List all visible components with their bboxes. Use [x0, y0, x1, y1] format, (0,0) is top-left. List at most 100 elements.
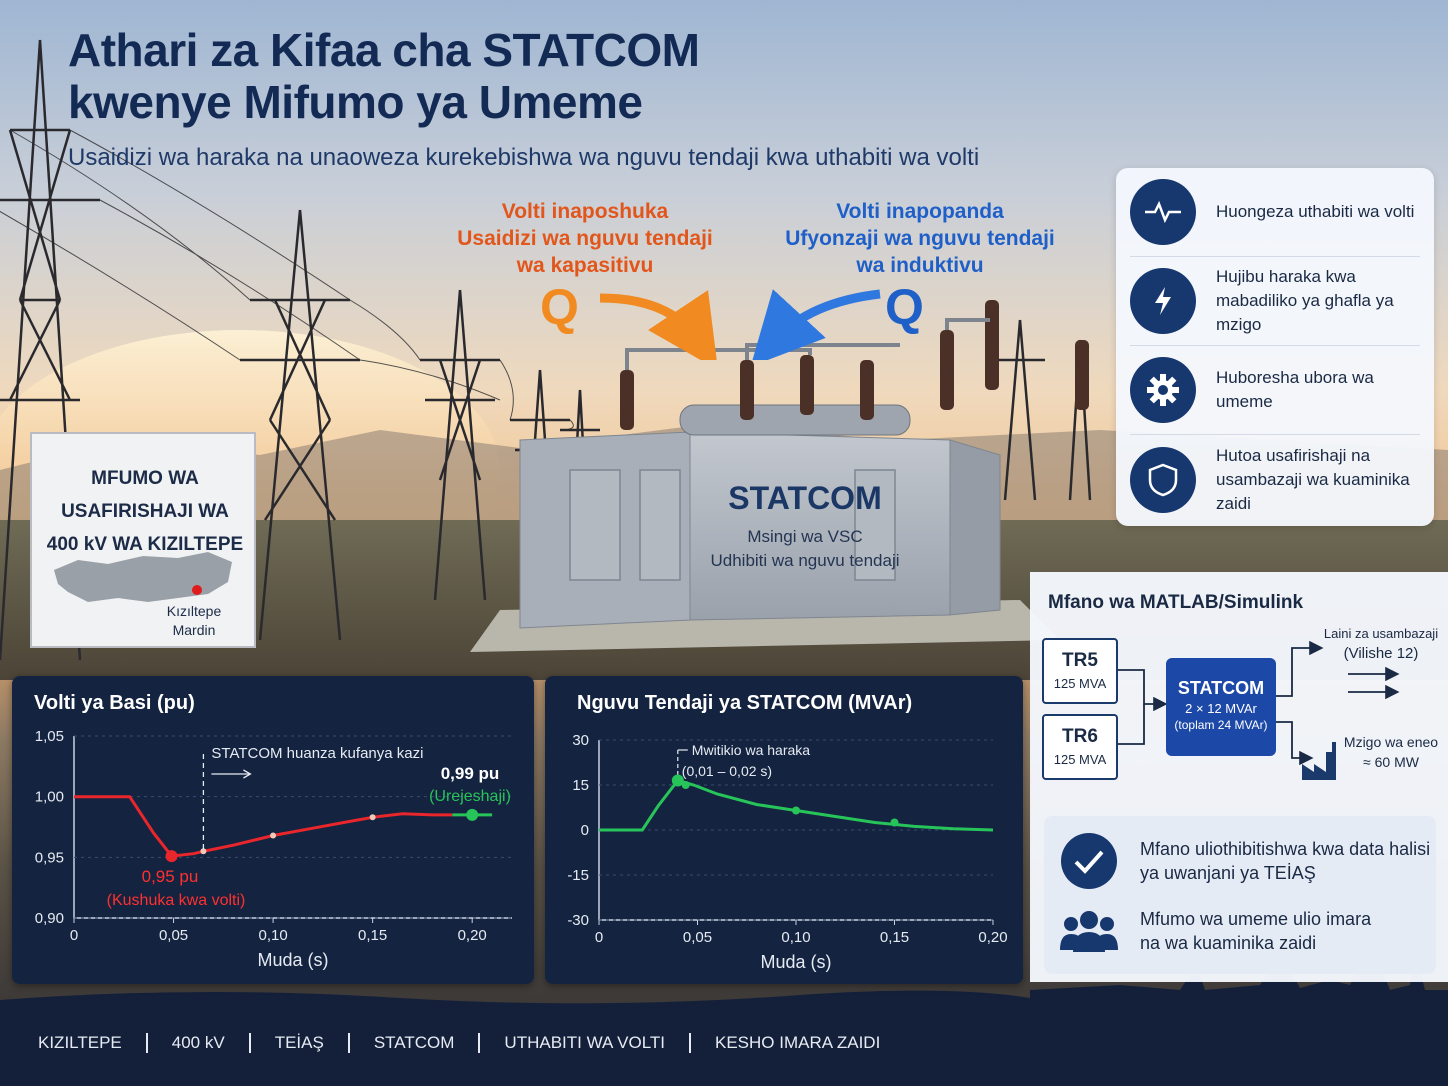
- top-tank: [679, 404, 911, 436]
- x-axis-label: Muda (s): [760, 952, 831, 972]
- y-tick-label: 1,05: [35, 728, 64, 745]
- data-point: [165, 850, 178, 863]
- recovery-note-label: (Urejeshaji): [429, 788, 511, 805]
- statcom-block-total: (toplam 24 MVAr): [1174, 718, 1268, 732]
- statcom-name: STATCOM: [728, 480, 882, 516]
- load-label: Mzigo wa eneo ≈ 60 MW: [1336, 732, 1446, 772]
- statcom-control: Udhibiti wa nguvu tendaji: [710, 551, 900, 570]
- page-subtitle: Usaidizi wa haraka na unaoweza kurekebis…: [68, 144, 980, 171]
- data-point: [369, 814, 376, 821]
- x-tick-label: 0,05: [159, 927, 188, 944]
- footer-separator: [478, 1033, 481, 1053]
- validation-2-line-2: na wa kuaminika zaidi: [1140, 933, 1317, 953]
- cabinet-vents: [569, 469, 896, 581]
- data-point: [681, 781, 690, 789]
- benefits-panel: Huongeza uthabiti wa volti Hujibu haraka…: [1116, 168, 1434, 526]
- matlab-title: Mfano wa MATLAB/Simulink: [1048, 592, 1304, 613]
- tr5-rating: 125 MVA: [1053, 676, 1107, 691]
- x-tick-label: 0: [595, 929, 603, 946]
- chart-title: Volti ya Basi (pu): [34, 692, 195, 714]
- feeder-label: Laini za usambazaji (Vilishe 12): [1316, 624, 1446, 664]
- tr6-name: TR6: [1062, 726, 1098, 747]
- sign-place-1: Kızıltepe: [166, 603, 222, 619]
- benefit-text-line-1: Hutoa usafirishaji na: [1216, 445, 1371, 465]
- min-note-label: (Kushuka kwa volti): [107, 892, 246, 909]
- footer-item: KESHO IMARA ZAIDI: [715, 1033, 881, 1052]
- inductive-callout: Volti inapopanda Ufyonzaji wa nguvu tend…: [760, 198, 1080, 279]
- footer-bar: KIZILTEPE 400 kV TEİAŞ STATCOM UTHABITI …: [0, 1005, 1448, 1086]
- location-sign: MFUMO WA USAFIRISHAJI WA 400 kV WA KIZIL…: [30, 432, 256, 648]
- validation-text: Mfano uliothibitishwa kwa data halisi ya…: [1140, 837, 1430, 885]
- callout-arrows: [599, 289, 881, 360]
- tr6-box: TR6 125 MVA: [1042, 714, 1118, 780]
- y-tick-label: 0: [581, 822, 589, 839]
- data-point: [466, 808, 479, 821]
- y-tick-label: -30: [567, 912, 589, 929]
- statcom-start-label: STATCOM huanza kufanya kazi: [211, 745, 423, 762]
- x-axis-label: Muda (s): [257, 950, 328, 970]
- x-tick-label: 0,20: [458, 927, 487, 944]
- matlab-connections: [1118, 640, 1400, 780]
- footer-separator: [689, 1033, 691, 1053]
- feeder-label-2: (Vilishe 12): [1343, 645, 1419, 662]
- benefit-text: Huongeza uthabiti wa volti: [1216, 202, 1415, 221]
- data-point: [270, 832, 277, 839]
- check-icon: [1060, 832, 1118, 890]
- tr6-rating: 125 MVA: [1053, 752, 1107, 767]
- shield-icon: [1130, 446, 1196, 513]
- gear-icon: [1130, 357, 1196, 423]
- start-arrowhead-icon: [243, 769, 252, 779]
- q-capacitive-letter: Q: [540, 279, 579, 335]
- waveform-icon: [1130, 179, 1196, 245]
- validation-box: Mfano uliothibitishwa kwa data halisi ya…: [1044, 816, 1436, 974]
- benefit-text-line-1: Hujibu haraka kwa: [1216, 267, 1356, 286]
- series-line: [599, 778, 994, 832]
- footer-separator: [145, 1033, 148, 1053]
- statcom-block-name: STATCOM: [1177, 678, 1265, 698]
- footer-separator: [248, 1033, 251, 1053]
- footer-item: TEİAŞ: [274, 1033, 324, 1052]
- sign-place-2: Mardin: [172, 622, 216, 638]
- capacitive-line-1: Volti inaposhuka: [501, 200, 669, 223]
- sign-title: MFUMO WA USAFIRISHAJI WA 400 kV WA KIZIL…: [32, 462, 258, 561]
- data-point: [671, 774, 684, 787]
- validation-1-line-1: Mfano uliothibitishwa kwa data halisi: [1140, 839, 1431, 859]
- x-tick-label: 0,05: [683, 929, 712, 946]
- load-label-1: Mzigo wa eneo: [1343, 734, 1439, 750]
- benefit-text-line-2: mabadiliko ya ghafla ya mzigo: [1216, 291, 1394, 334]
- sign-line-1: MFUMO WA USAFIRISHAJI WA: [61, 468, 229, 522]
- footer-separator: [347, 1033, 350, 1053]
- tr5-box: TR5 125 MVA: [1042, 638, 1118, 704]
- inductive-line-2: Ufyonzaji wa nguvu tendaji: [785, 227, 1055, 250]
- reactive-power-chart: 30 15 0 -15 -30 0 0,05 0,10 0,15 0,20 Muda (s) Mwit…: [567, 732, 1007, 972]
- power-lines: [0, 129, 574, 431]
- capacitive-callout: Volti inaposhuka Usaidizi wa nguvu tenda…: [430, 198, 740, 279]
- benefit-item: Huongeza uthabiti wa volti: [1130, 168, 1420, 257]
- x-tick-label: 0,10: [781, 929, 810, 946]
- x-tick-label: 0,15: [358, 927, 387, 944]
- validation-item: Mfumo wa umeme ulio imara na wa kuaminik…: [1060, 902, 1371, 960]
- data-point: [200, 848, 207, 855]
- min-value-label: 0,95 pu: [142, 867, 199, 886]
- footer-item: KIZILTEPE: [38, 1033, 122, 1052]
- footer-item: 400 kV: [171, 1033, 225, 1052]
- peak-label: Mwitikio wa haraka: [692, 742, 810, 758]
- benefit-item: Hujibu haraka kwa mabadiliko ya ghafla y…: [1130, 257, 1420, 346]
- q-inductive-letter: Q: [885, 279, 924, 335]
- tr5-name: TR5: [1062, 650, 1098, 671]
- feeder-label-1: Laini za usambazaji: [1323, 626, 1439, 641]
- capacitive-line-2: Usaidizi wa nguvu tendaji: [457, 227, 713, 250]
- x-tick-label: 0,10: [258, 927, 287, 944]
- y-tick-label: 30: [572, 732, 589, 749]
- title-line-2: kwenye Mifumo ya Umeme: [68, 76, 643, 128]
- kiziltepe-marker-icon: [192, 585, 202, 595]
- statcom-cabinet-right: [949, 439, 1001, 616]
- statcom-cabinet-label: STATCOM Msingi wa VSC Udhibiti wa nguvu …: [700, 480, 910, 573]
- statcom-block-rating: 2 × 12 MVAr: [1185, 701, 1257, 716]
- matlab-model-panel: Mfano wa MATLAB/Simulink TR5 125 MVA TR6…: [1030, 572, 1448, 982]
- y-tick-label: 0,95: [35, 849, 64, 866]
- capacitive-line-3: wa kapasitivu: [516, 254, 654, 277]
- turkey-map-icon: [54, 552, 232, 602]
- bus-voltage-chart: 1,05 1,00 0,95 0,90 0 0,05 0,10 0,15 0,20 Muda (s…: [35, 728, 512, 970]
- validation-item: Mfano uliothibitishwa kwa data halisi ya…: [1060, 832, 1430, 890]
